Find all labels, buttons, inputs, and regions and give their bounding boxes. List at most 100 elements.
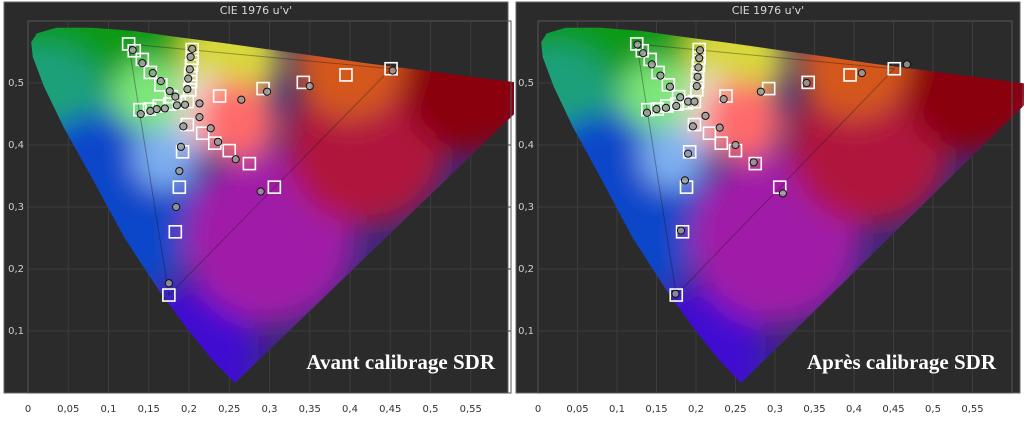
measured-point <box>180 123 187 130</box>
measured-point <box>685 150 692 157</box>
measured-point <box>696 47 703 54</box>
measured-point <box>238 96 245 103</box>
x-tick-label: 0,5 <box>423 404 439 415</box>
measured-point <box>677 227 684 234</box>
measured-point <box>677 94 684 101</box>
measured-point <box>689 123 696 130</box>
measured-point <box>691 98 698 105</box>
measured-point <box>695 64 702 71</box>
measured-point <box>196 100 203 107</box>
measured-point <box>185 75 192 82</box>
x-tick-label: 0,55 <box>961 404 983 415</box>
measured-point <box>172 93 179 100</box>
measured-point <box>165 280 172 287</box>
measured-point <box>666 83 673 90</box>
measured-point <box>306 83 313 90</box>
x-tick-label: 0,35 <box>299 404 321 415</box>
y-tick-label: 0,3 <box>8 202 24 213</box>
measured-point <box>153 105 160 112</box>
measured-point <box>643 109 650 116</box>
measured-point <box>648 61 655 68</box>
x-tick-label: 0,05 <box>57 404 79 415</box>
x-tick-label: 0,05 <box>566 404 588 415</box>
measured-point <box>634 41 641 48</box>
x-tick-label: 0,4 <box>342 404 358 415</box>
measured-point <box>129 47 136 54</box>
measured-point <box>694 73 701 80</box>
y-tick-label: 0,2 <box>8 264 24 275</box>
measured-point <box>389 67 396 74</box>
measured-point <box>657 72 664 79</box>
measured-point <box>186 66 193 73</box>
x-tick-label: 0,1 <box>101 404 117 415</box>
measured-point <box>207 125 214 132</box>
measured-point <box>732 141 739 148</box>
x-tick-label: 0,25 <box>724 404 746 415</box>
measured-point <box>693 83 700 90</box>
measured-point <box>137 110 144 117</box>
measured-point <box>173 203 180 210</box>
measured-point <box>716 124 723 131</box>
measured-point <box>263 88 270 95</box>
x-tick-label: 0,3 <box>262 404 278 415</box>
x-tick-label: 0,15 <box>645 404 667 415</box>
measured-point <box>161 105 168 112</box>
chart-title: CIE 1976 u'v' <box>220 4 292 17</box>
x-tick-label: 0,3 <box>767 404 783 415</box>
measured-point <box>696 55 703 62</box>
x-tick-label: 0 <box>25 404 31 415</box>
measured-point <box>157 78 164 85</box>
x-tick-label: 0 <box>535 404 541 415</box>
measured-point <box>653 105 660 112</box>
measured-point <box>173 102 180 109</box>
x-tick-label: 0,4 <box>846 404 862 415</box>
measured-point <box>187 53 194 60</box>
measured-point <box>757 88 764 95</box>
measured-point <box>903 61 910 68</box>
measured-point <box>803 79 810 86</box>
y-tick-label: 0,1 <box>8 326 24 337</box>
x-tick-label: 0,5 <box>925 404 941 415</box>
y-tick-label: 0,4 <box>518 140 534 151</box>
measured-point <box>779 190 786 197</box>
y-tick-label: 0,3 <box>518 202 534 213</box>
measured-point <box>673 102 680 109</box>
measured-point <box>196 114 203 121</box>
y-tick-label: 0,1 <box>518 326 534 337</box>
x-tick-label: 0,1 <box>609 404 625 415</box>
x-tick-label: 0,45 <box>882 404 904 415</box>
x-tick-label: 0,35 <box>803 404 825 415</box>
x-tick-label: 0,25 <box>218 404 240 415</box>
chart-title: CIE 1976 u'v' <box>732 4 804 17</box>
measured-point <box>639 50 646 57</box>
x-tick-label: 0,15 <box>138 404 160 415</box>
measured-point <box>750 159 757 166</box>
measured-point <box>702 112 709 119</box>
y-tick-label: 0,5 <box>518 78 534 89</box>
measured-point <box>149 69 156 76</box>
measured-point <box>257 188 264 195</box>
measured-point <box>681 177 688 184</box>
measured-point <box>672 290 679 297</box>
chart-caption: Avant calibrage SDR <box>306 350 495 374</box>
measured-point <box>176 167 183 174</box>
measured-point <box>181 101 188 108</box>
x-tick-label: 0,55 <box>460 404 482 415</box>
x-tick-label: 0,2 <box>688 404 704 415</box>
y-tick-label: 0,5 <box>8 78 24 89</box>
y-tick-label: 0,2 <box>518 264 534 275</box>
measured-point <box>139 60 146 67</box>
chart-caption: Après calibrage SDR <box>807 350 997 374</box>
measured-point <box>177 143 184 150</box>
measured-point <box>166 87 173 94</box>
measured-point <box>720 96 727 103</box>
measured-point <box>232 156 239 163</box>
x-tick-label: 0,2 <box>181 404 197 415</box>
y-tick-label: 0,4 <box>8 140 24 151</box>
chart-panel-before: CIE 1976 u'v' Avant calibrage SDR 0 0,05 0,1… <box>0 0 541 418</box>
chart-panel-after: CIE 1976 u'v' Après calibrage SDR 0 0,05 0,1… <box>473 0 1024 418</box>
measured-point <box>662 104 669 111</box>
measured-point <box>184 86 191 93</box>
